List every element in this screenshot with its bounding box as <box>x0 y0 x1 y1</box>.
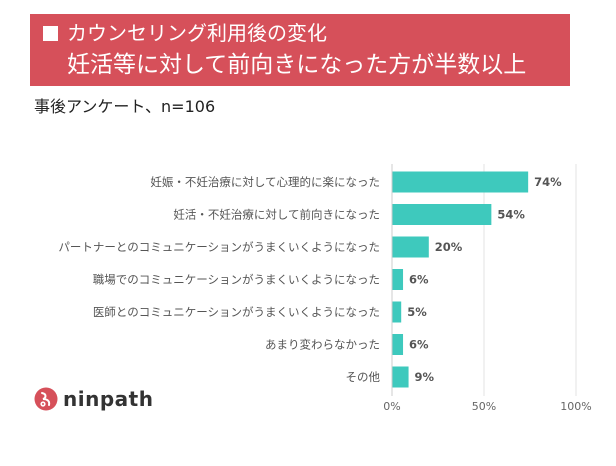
data-label: 20% <box>435 240 463 254</box>
title-banner: カウンセリング利用後の変化 妊活等に対して前向きになった方が半数以上 <box>30 14 570 86</box>
bar <box>392 204 492 225</box>
bar <box>392 301 402 323</box>
category-label: 職場でのコミュニケーションがうまくいくようになった <box>93 273 380 287</box>
x-tick-label: 0% <box>383 400 400 413</box>
square-bullet-icon <box>43 26 58 41</box>
data-label: 6% <box>409 338 429 352</box>
data-label: 54% <box>497 208 525 222</box>
x-tick-label: 100% <box>560 400 591 413</box>
category-label: 医師とのコミュニケーションがうまくいくようになった <box>93 305 380 319</box>
bar <box>392 269 404 290</box>
category-label: 妊活・不妊治療に対して前向きになった <box>173 208 380 222</box>
category-label: あまり変わらなかった <box>265 338 380 352</box>
data-label: 6% <box>409 273 429 287</box>
data-label: 9% <box>415 370 435 384</box>
logo-wordmark: ninpath <box>63 387 154 411</box>
title-line-1: カウンセリング利用後の変化 <box>67 21 327 45</box>
bar <box>392 236 429 258</box>
category-label: その他 <box>346 370 381 384</box>
data-label: 5% <box>407 305 427 319</box>
bar <box>392 171 529 193</box>
survey-subtitle: 事後アンケート、n=106 <box>34 97 216 116</box>
ninpath-logo-icon <box>34 387 58 411</box>
bar <box>392 334 404 355</box>
category-label: パートナーとのコミュニケーションがうまくいくようになった <box>58 240 380 254</box>
title-line-2: 妊活等に対して前向きになった方が半数以上 <box>67 52 527 78</box>
x-tick-label: 50% <box>472 400 496 413</box>
category-label: 妊娠・不妊治療に対して心理的に楽になった <box>150 175 380 189</box>
bar <box>392 366 409 388</box>
data-label: 74% <box>534 175 562 189</box>
